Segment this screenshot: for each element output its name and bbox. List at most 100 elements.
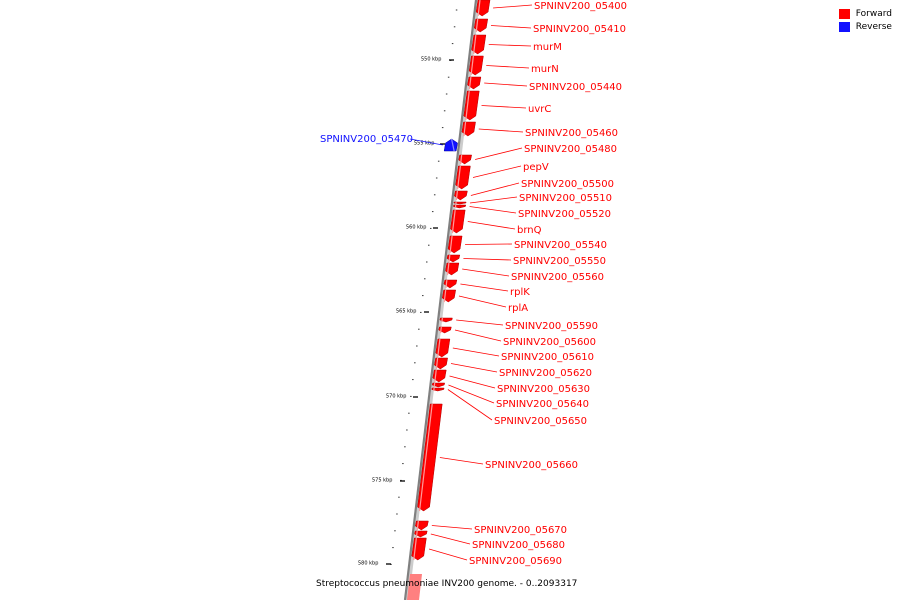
- gene-label[interactable]: pepV: [523, 162, 549, 173]
- gene-SPNINV200_05600[interactable]: SPNINV200_05600: [438, 326, 596, 348]
- gene-rplK[interactable]: rplK: [443, 279, 530, 298]
- gene-label[interactable]: SPNINV200_05550: [513, 256, 606, 267]
- gene-label[interactable]: SPNINV200_05520: [518, 209, 611, 220]
- gene-SPNINV200_05540[interactable]: SPNINV200_05540: [447, 235, 607, 254]
- legend-forward-label: Forward: [855, 9, 892, 19]
- gene-label[interactable]: uvrC: [528, 104, 551, 115]
- gene-label[interactable]: SPNINV200_05690: [469, 556, 562, 567]
- gene-SPNINV200_05400[interactable]: SPNINV200_05400: [475, 0, 627, 17]
- leader-line: [452, 347, 500, 357]
- gene-label[interactable]: SPNINV200_05630: [497, 384, 590, 395]
- gene-block[interactable]: [439, 317, 453, 323]
- leader-line: [486, 65, 530, 69]
- gene-highlight: [437, 338, 441, 358]
- gene-label[interactable]: SPNINV200_05610: [501, 352, 594, 363]
- genome-backbone: [403, 0, 478, 600]
- gene-label[interactable]: SPNINV200_05510: [519, 193, 612, 204]
- kbp-tick-label: 555 kbp: [414, 141, 434, 147]
- gene-block[interactable]: [443, 138, 458, 152]
- gene-SPNINV200_05550[interactable]: SPNINV200_05550: [446, 254, 606, 267]
- gene-label[interactable]: SPNINV200_05540: [514, 240, 607, 251]
- gene-highlight: [418, 403, 433, 512]
- gene-rplA[interactable]: rplA: [441, 289, 528, 314]
- gene-SPNINV200_05670[interactable]: SPNINV200_05670: [415, 520, 567, 536]
- gene-label[interactable]: SPNINV200_05410: [533, 24, 626, 35]
- leader-line: [488, 44, 532, 47]
- gene-label[interactable]: SPNINV200_05500: [521, 179, 614, 190]
- gene-highlight: [465, 90, 470, 121]
- leader-line: [448, 384, 495, 404]
- leader-line: [493, 4, 533, 9]
- gene-label[interactable]: SPNINV200_05560: [511, 272, 604, 283]
- gene-label[interactable]: rplK: [510, 287, 530, 298]
- gene-highlight: [449, 235, 453, 254]
- gene-uvrC[interactable]: uvrC: [463, 90, 552, 121]
- gene-SPNINV200_05590[interactable]: SPNINV200_05590: [439, 317, 598, 332]
- gene-label[interactable]: SPNINV200_05470: [320, 134, 413, 145]
- reverse-swatch: [838, 22, 850, 32]
- gene-block[interactable]: [431, 387, 445, 392]
- gene-highlight: [457, 165, 461, 190]
- gene-label[interactable]: murM: [533, 42, 562, 53]
- gene-highlight: [413, 537, 417, 561]
- gene-label[interactable]: SPNINV200_05680: [472, 540, 565, 551]
- gene-label[interactable]: SPNINV200_05620: [499, 368, 592, 379]
- gene-SPNINV200_05480[interactable]: SPNINV200_05480: [458, 144, 617, 165]
- gene-highlight: [446, 262, 450, 276]
- gene-murN[interactable]: murN: [468, 55, 559, 76]
- gene-SPNINV200_05560[interactable]: SPNINV200_05560: [445, 262, 604, 283]
- legend-forward: Forward: [838, 9, 892, 19]
- gene-label[interactable]: SPNINV200_05460: [525, 128, 618, 139]
- gene-block[interactable]: [417, 403, 443, 512]
- gene-label[interactable]: SPNINV200_05440: [529, 82, 622, 93]
- gene-SPNINV200_05660[interactable]: SPNINV200_05660: [417, 403, 578, 512]
- gene-label[interactable]: SPNINV200_05400: [534, 1, 627, 12]
- gene-pepV[interactable]: pepV: [455, 162, 549, 190]
- gene-label[interactable]: SPNINV200_05590: [505, 321, 598, 332]
- gene-label[interactable]: SPNINV200_05480: [524, 144, 617, 155]
- leader-line: [409, 138, 443, 146]
- kbp-tick-label: 575 kbp: [372, 478, 392, 484]
- gene-block-partial: [407, 574, 422, 600]
- gene-SPNINV200_05640[interactable]: SPNINV200_05640: [431, 382, 589, 410]
- gene-SPNINV200_05610[interactable]: SPNINV200_05610: [435, 338, 594, 363]
- gene-SPNINV200_05460[interactable]: SPNINV200_05460: [461, 121, 618, 139]
- leader-line: [439, 457, 484, 465]
- gene-SPNINV200_05520[interactable]: SPNINV200_05520: [453, 204, 611, 220]
- gene-SPNINV200_05690[interactable]: SPNINV200_05690: [411, 537, 562, 567]
- gene-block[interactable]: [453, 204, 467, 209]
- gene-block[interactable]: [453, 201, 467, 205]
- leader-line: [430, 533, 471, 545]
- gene-brnQ[interactable]: brnQ: [450, 209, 542, 236]
- gene-highlight: [415, 530, 418, 538]
- gene-block[interactable]: [438, 326, 452, 334]
- gene-SPNINV200_05680[interactable]: SPNINV200_05680: [414, 530, 565, 551]
- gene-label[interactable]: SPNINV200_05670: [474, 525, 567, 536]
- gene-SPNINV200_05630[interactable]: SPNINV200_05630: [432, 369, 590, 395]
- gene-SPNINV200_05470[interactable]: SPNINV200_05470: [320, 134, 458, 152]
- gene-label[interactable]: SPNINV200_05640: [496, 399, 589, 410]
- gene-block[interactable]: [463, 90, 480, 121]
- leader-line: [467, 221, 516, 230]
- gene-SPNINV200_05410[interactable]: SPNINV200_05410: [473, 18, 626, 35]
- gene-block[interactable]: [431, 382, 446, 388]
- gene-SPNINV200_05510[interactable]: SPNINV200_05510: [453, 193, 612, 205]
- gene-murM[interactable]: murM: [471, 34, 562, 55]
- gene-label[interactable]: rplA: [508, 303, 528, 314]
- gene-SPNINV200_05440[interactable]: SPNINV200_05440: [467, 76, 622, 93]
- leader-line: [450, 363, 498, 373]
- gene-highlight: [451, 209, 456, 234]
- leader-line: [481, 105, 527, 109]
- gene-label[interactable]: SPNINV200_05600: [503, 337, 596, 348]
- gene-label[interactable]: SPNINV200_05650: [494, 416, 587, 427]
- gene-label[interactable]: brnQ: [517, 225, 542, 236]
- gene-block[interactable]: [414, 530, 428, 538]
- gene-label[interactable]: SPNINV200_05660: [485, 460, 578, 471]
- gene-highlight: [475, 18, 479, 33]
- gene-SPNINV200_05620[interactable]: SPNINV200_05620: [434, 357, 592, 379]
- leader-line: [463, 258, 512, 261]
- leader-line: [490, 25, 532, 29]
- gene-SPNINV200_05650[interactable]: SPNINV200_05650: [431, 387, 587, 427]
- gene-label[interactable]: murN: [531, 64, 559, 75]
- gene-SPNINV200_05500[interactable]: SPNINV200_05500: [454, 179, 614, 201]
